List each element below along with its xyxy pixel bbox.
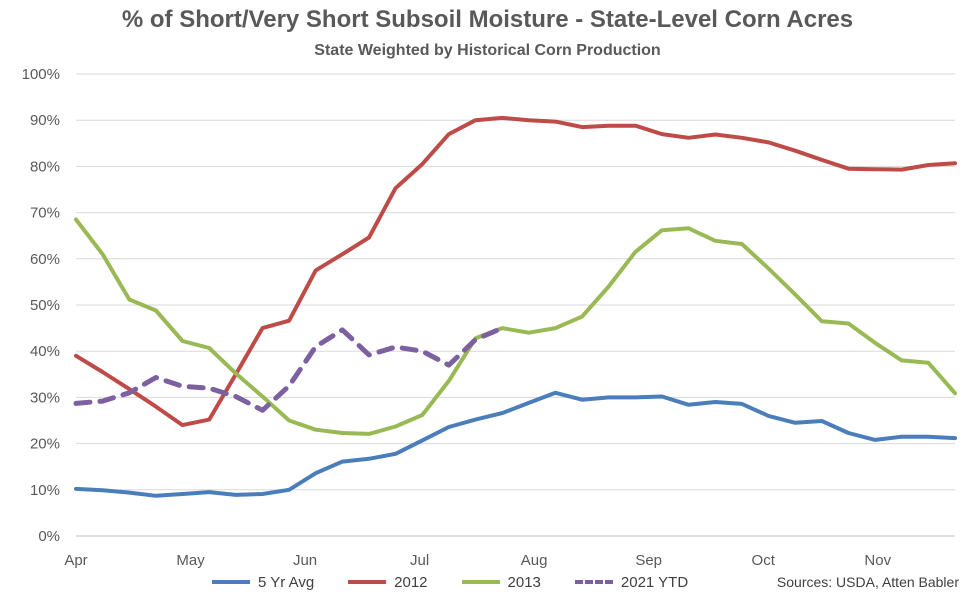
y-tick-label: 30%	[30, 389, 60, 406]
y-tick-label: 20%	[30, 436, 60, 453]
x-tick-label: Oct	[752, 552, 776, 569]
legend-swatch	[574, 580, 613, 584]
x-tick-label: Apr	[64, 552, 87, 569]
y-tick-labels: 0% 10% 20% 30% 40% 50% 60% 70% 80% 90% 100%	[22, 66, 60, 545]
x-tick-label: Aug	[521, 552, 548, 569]
series-line-5-yr-avg	[74, 390, 957, 498]
legend-item: 2013	[461, 573, 541, 591]
series-line-2013	[74, 217, 957, 436]
series-lines	[73, 115, 957, 498]
x-tick-label: Jul	[410, 552, 429, 569]
legend-swatch	[212, 580, 250, 584]
y-tick-label: 0%	[38, 528, 60, 545]
x-tick-label: Jun	[293, 552, 317, 569]
legend-swatch	[348, 580, 387, 584]
chart-subtitle: State Weighted by Historical Corn Produc…	[314, 42, 661, 59]
x-tick-label: Nov	[864, 552, 891, 569]
chart-title: % of Short/Very Short Subsoil Moisture -…	[121, 6, 854, 33]
y-tick-label: 80%	[30, 158, 60, 175]
source-note: Sources: USDA, Atten Babler	[776, 574, 959, 590]
y-tick-label: 60%	[30, 251, 60, 268]
x-tick-labels: Apr May Jun Jul Aug Sep Oct Nov	[64, 552, 891, 569]
legend: 5 Yr Avg 2012 2013 2021 YTD	[212, 572, 722, 592]
x-tick-label: May	[176, 552, 205, 569]
gridlines	[76, 73, 955, 491]
legend-item: 2021 YTD	[574, 573, 689, 591]
legend-label: 5 Yr Avg	[258, 573, 315, 591]
legend-label: 2013	[507, 573, 541, 591]
legend-item: 5 Yr Avg	[212, 574, 314, 591]
series-line-2012	[74, 115, 957, 428]
legend-swatch	[461, 580, 500, 584]
series-line-2021-ytd	[73, 325, 505, 413]
y-tick-label: 10%	[30, 482, 60, 499]
y-tick-label: 70%	[30, 205, 60, 222]
y-tick-label: 40%	[30, 343, 60, 360]
legend-item: 2012	[348, 573, 428, 591]
x-tick-label: Sep	[635, 552, 662, 569]
legend-label: 2012	[394, 573, 428, 591]
y-tick-label: 90%	[30, 112, 60, 129]
legend-label: 2021 YTD	[620, 573, 689, 591]
y-tick-label: 100%	[22, 66, 60, 83]
y-tick-label: 50%	[30, 297, 60, 314]
